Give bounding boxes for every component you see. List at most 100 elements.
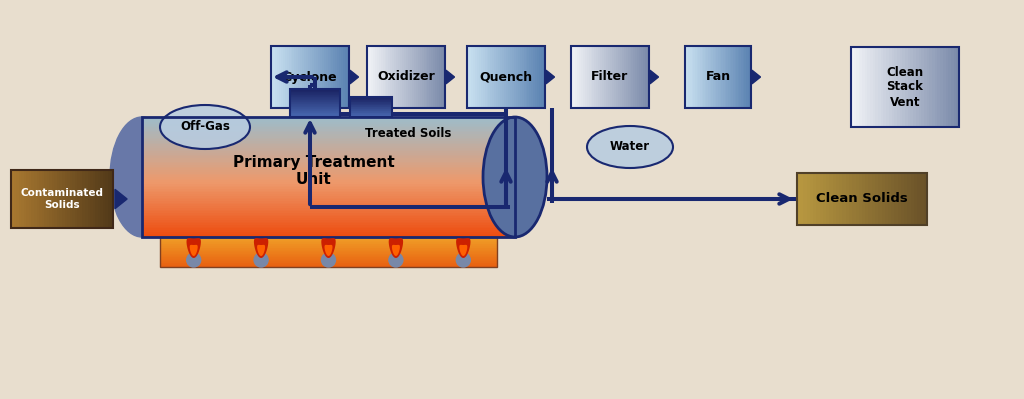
Bar xyxy=(59,170,62,228)
Bar xyxy=(634,46,636,108)
Bar xyxy=(142,154,515,156)
Bar xyxy=(573,46,575,108)
Bar xyxy=(741,46,743,108)
Bar xyxy=(290,89,340,90)
Bar xyxy=(142,216,515,218)
FancyArrow shape xyxy=(752,70,761,84)
Bar xyxy=(504,46,506,108)
Bar xyxy=(142,231,515,233)
Bar xyxy=(350,101,392,102)
Bar xyxy=(142,182,515,184)
Bar xyxy=(870,47,872,127)
Bar xyxy=(142,194,515,196)
Bar xyxy=(142,123,515,126)
Bar xyxy=(142,187,515,189)
Bar xyxy=(948,47,951,127)
Bar xyxy=(142,202,515,204)
Bar xyxy=(142,117,515,119)
Bar xyxy=(851,47,959,127)
Bar xyxy=(919,47,922,127)
Bar xyxy=(849,173,853,225)
Bar xyxy=(701,46,703,108)
Bar xyxy=(142,190,515,192)
Bar xyxy=(290,103,340,105)
Bar xyxy=(375,46,377,108)
Bar xyxy=(379,46,381,108)
Bar xyxy=(142,168,515,170)
Bar xyxy=(350,105,392,106)
Bar xyxy=(142,197,515,199)
Bar xyxy=(142,211,515,213)
Bar xyxy=(350,112,392,113)
Bar xyxy=(142,137,515,139)
Bar xyxy=(518,46,520,108)
Bar xyxy=(410,46,412,108)
Bar xyxy=(142,235,515,237)
Bar xyxy=(823,173,826,225)
Bar xyxy=(647,46,649,108)
Bar xyxy=(290,112,340,113)
Bar xyxy=(290,109,340,110)
Bar xyxy=(108,170,111,228)
Bar xyxy=(142,218,515,220)
Bar xyxy=(142,206,515,208)
Bar xyxy=(160,239,497,240)
Bar xyxy=(881,47,884,127)
Bar xyxy=(317,46,321,108)
Polygon shape xyxy=(456,238,470,258)
Bar xyxy=(289,46,291,108)
Bar xyxy=(598,46,600,108)
Bar xyxy=(606,46,608,108)
Bar xyxy=(898,173,901,225)
Bar xyxy=(290,91,340,92)
Bar xyxy=(142,178,515,180)
Bar xyxy=(698,46,700,108)
Bar xyxy=(712,46,714,108)
Bar xyxy=(862,173,865,225)
Bar xyxy=(381,46,383,108)
Bar xyxy=(589,46,591,108)
Bar xyxy=(932,47,935,127)
Bar xyxy=(371,46,373,108)
Bar xyxy=(519,46,522,108)
Bar xyxy=(160,242,497,243)
Bar xyxy=(612,46,614,108)
FancyArrow shape xyxy=(115,189,127,209)
Bar xyxy=(142,148,515,150)
Bar xyxy=(142,196,515,198)
Bar xyxy=(319,46,322,108)
Bar xyxy=(54,170,57,228)
Polygon shape xyxy=(460,245,467,256)
Bar xyxy=(350,107,392,108)
Bar xyxy=(508,46,510,108)
Bar xyxy=(874,173,879,225)
Bar xyxy=(350,109,392,110)
Bar xyxy=(290,98,340,99)
Bar xyxy=(142,201,515,203)
Bar xyxy=(810,173,813,225)
Bar xyxy=(142,170,515,172)
Ellipse shape xyxy=(160,105,250,149)
Bar xyxy=(142,226,515,229)
Bar xyxy=(142,228,515,230)
Bar xyxy=(693,46,695,108)
Bar xyxy=(142,130,515,132)
Bar xyxy=(895,173,898,225)
Bar xyxy=(160,256,497,257)
Bar xyxy=(350,111,392,112)
Bar xyxy=(160,265,497,266)
Bar xyxy=(142,221,515,223)
Bar xyxy=(914,173,918,225)
Bar xyxy=(160,245,497,246)
Bar xyxy=(583,46,585,108)
Bar xyxy=(293,46,295,108)
Bar xyxy=(500,46,503,108)
Bar xyxy=(75,170,78,228)
Bar xyxy=(142,178,515,180)
Bar xyxy=(394,46,396,108)
Bar xyxy=(290,102,340,103)
Polygon shape xyxy=(392,245,400,256)
Bar xyxy=(142,117,515,119)
Bar xyxy=(142,219,515,221)
Bar xyxy=(596,46,599,108)
